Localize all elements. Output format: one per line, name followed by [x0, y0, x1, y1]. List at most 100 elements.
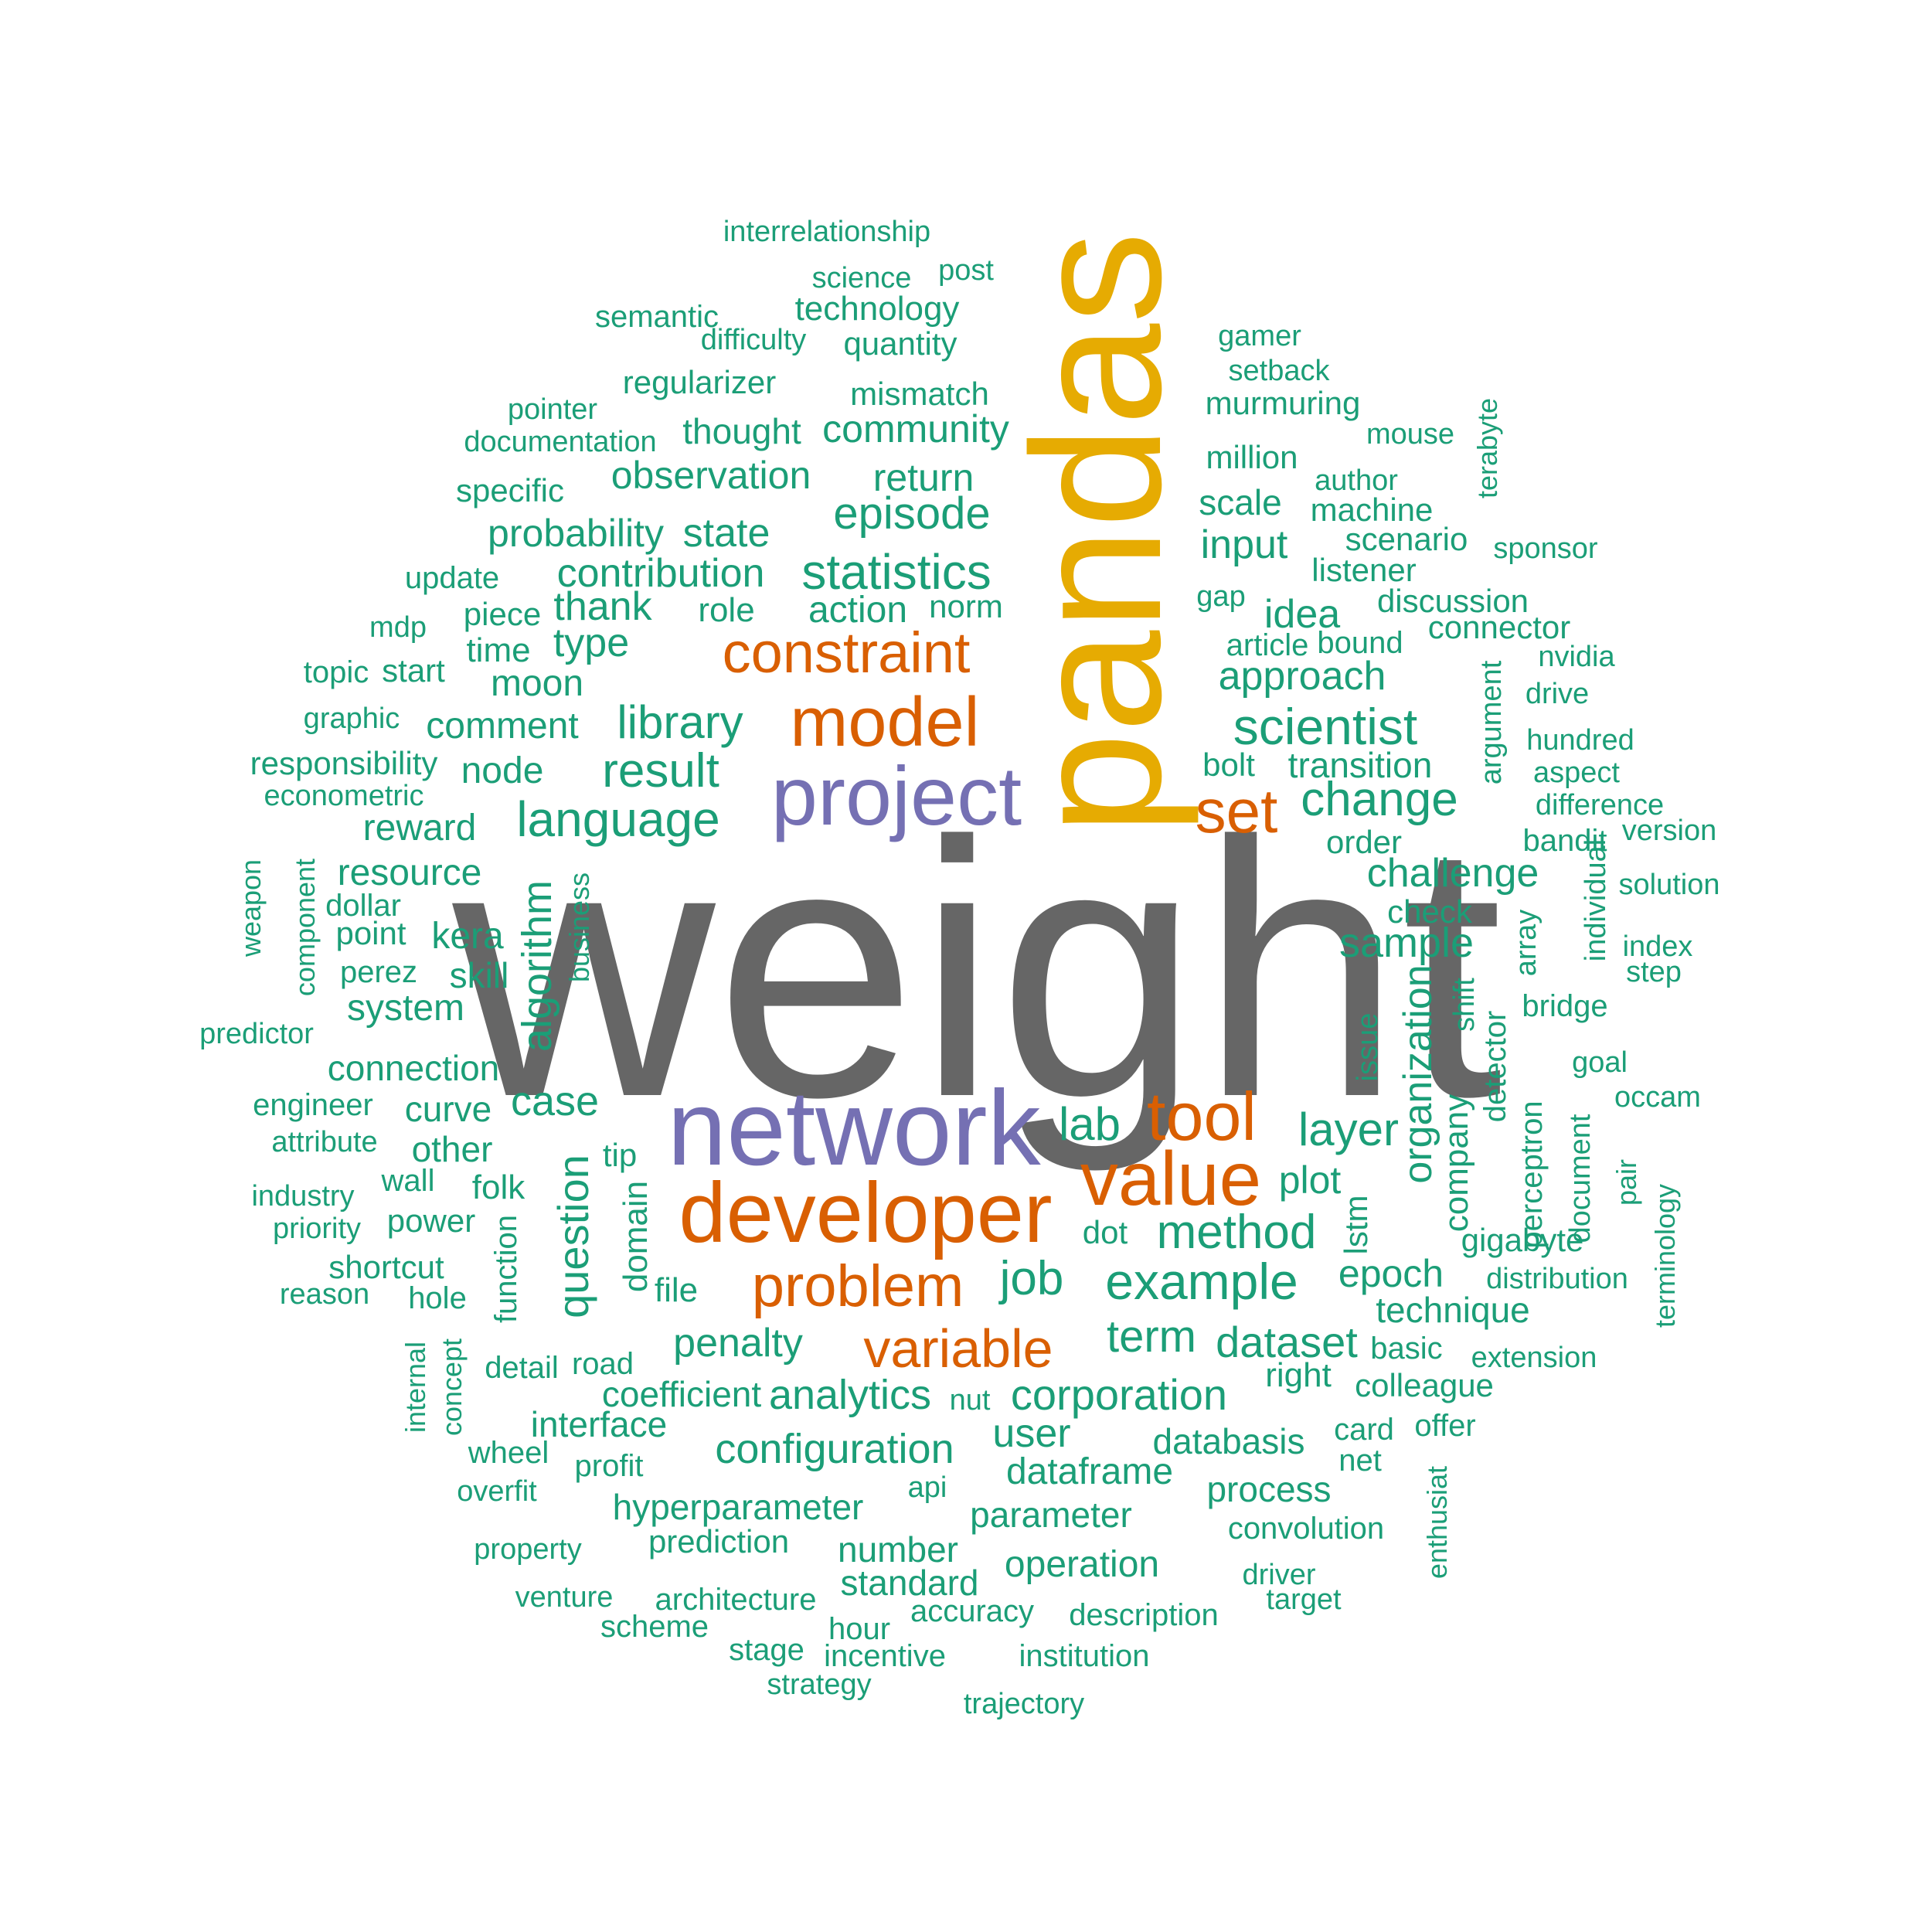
word-right: right	[1265, 1356, 1332, 1394]
word-concept: concept	[436, 1338, 468, 1437]
word-algorithm: algorithm	[514, 879, 560, 1053]
word-sponsor: sponsor	[1493, 532, 1598, 565]
word-priority: priority	[272, 1213, 362, 1245]
word-nvidia: nvidia	[1538, 641, 1615, 673]
word-dollar: dollar	[325, 889, 401, 923]
word-scheme: scheme	[600, 1610, 709, 1644]
word-regularizer: regularizer	[622, 364, 777, 400]
word-library: library	[617, 696, 743, 748]
word-standard: standard	[840, 1563, 979, 1603]
word-point: point	[335, 915, 406, 951]
word-moon: moon	[490, 663, 584, 704]
word-topic: topic	[303, 655, 369, 689]
word-bandit: bandit	[1522, 824, 1607, 858]
word-variable: variable	[863, 1318, 1053, 1379]
word-extension: extension	[1471, 1342, 1597, 1374]
word-dataset: dataset	[1216, 1318, 1358, 1366]
word-interface: interface	[530, 1404, 668, 1444]
word-listener: listener	[1311, 552, 1417, 588]
word-result: result	[602, 744, 719, 798]
word-terminology: terminology	[1649, 1183, 1681, 1328]
word-question: question	[549, 1155, 597, 1318]
word-lstm: lstm	[1338, 1195, 1374, 1255]
word-return: return	[872, 456, 975, 499]
word-episode: episode	[833, 488, 991, 539]
word-graphic: graphic	[303, 702, 400, 735]
word-colleague: colleague	[1355, 1367, 1494, 1403]
word-thank: thank	[553, 584, 652, 629]
word-description: description	[1069, 1598, 1219, 1632]
word-probability: probability	[488, 512, 664, 555]
word-engineer: engineer	[253, 1088, 373, 1122]
word-set: set	[1195, 777, 1278, 845]
word-technique: technique	[1376, 1290, 1530, 1330]
word-observation: observation	[611, 454, 811, 497]
word-comment: comment	[426, 706, 579, 747]
word-connector: connector	[1427, 609, 1571, 645]
word-internal: internal	[400, 1341, 431, 1434]
word-api: api	[907, 1471, 947, 1504]
word-documentation: documentation	[464, 426, 657, 458]
word-net: net	[1338, 1444, 1382, 1478]
word-update: update	[404, 561, 500, 595]
word-company: company	[1437, 1094, 1475, 1233]
word-community: community	[822, 407, 1009, 451]
word-developer: developer	[679, 1165, 1053, 1260]
word-sample: sample	[1338, 920, 1475, 966]
word-specific: specific	[455, 472, 565, 509]
word-prediction: prediction	[648, 1523, 790, 1560]
word-stage: stage	[729, 1633, 804, 1667]
word-file: file	[654, 1271, 699, 1309]
word-operation: operation	[1004, 1544, 1160, 1585]
word-incentive: incentive	[824, 1639, 946, 1673]
word-post: post	[938, 254, 994, 287]
word-detector: detector	[1478, 1010, 1512, 1123]
word-role: role	[698, 591, 755, 629]
word-index: index	[1622, 930, 1693, 963]
word-business: business	[563, 872, 595, 983]
word-property: property	[474, 1533, 582, 1566]
word-node: node	[461, 750, 544, 791]
word-bolt: bolt	[1202, 747, 1255, 783]
word-example: example	[1105, 1253, 1298, 1310]
word-dot: dot	[1082, 1214, 1128, 1250]
word-target: target	[1266, 1583, 1342, 1616]
word-pair: pair	[1611, 1158, 1642, 1206]
word-organization: organization	[1396, 964, 1440, 1184]
word-semantic: semantic	[594, 300, 719, 334]
word-coefficient: coefficient	[601, 1374, 762, 1414]
word-technology: technology	[794, 290, 960, 328]
word-hole: hole	[408, 1281, 467, 1315]
word-solution: solution	[1618, 869, 1720, 901]
word-domain: domain	[617, 1180, 655, 1293]
word-change: change	[1301, 773, 1458, 826]
word-state: state	[682, 511, 770, 556]
word-issue: issue	[1352, 1012, 1384, 1082]
word-gap: gap	[1196, 580, 1246, 613]
word-project: project	[770, 749, 1022, 842]
word-interrelationship: interrelationship	[723, 216, 931, 248]
word-tip: tip	[602, 1137, 638, 1173]
word-card: card	[1334, 1413, 1394, 1447]
word-scale: scale	[1199, 482, 1282, 522]
word-power: power	[386, 1202, 476, 1239]
word-enthusiat: enthusiat	[1421, 1465, 1453, 1580]
word-reason: reason	[279, 1278, 370, 1311]
word-shortcut: shortcut	[328, 1249, 444, 1285]
word-accuracy: accuracy	[910, 1594, 1035, 1628]
word-detail: detail	[485, 1351, 559, 1385]
word-other: other	[411, 1129, 493, 1169]
word-drive: drive	[1525, 678, 1590, 710]
word-scientist: scientist	[1233, 698, 1418, 755]
word-individual: individual	[1580, 838, 1612, 962]
word-econometric: econometric	[264, 780, 424, 812]
word-dataframe: dataframe	[1005, 1451, 1174, 1492]
word-pandas: pandas	[995, 231, 1199, 835]
word-mouse: mouse	[1366, 418, 1455, 451]
word-hour: hour	[828, 1612, 891, 1646]
word-process: process	[1206, 1469, 1332, 1509]
word-predictor: predictor	[199, 1018, 314, 1050]
word-distribution: distribution	[1486, 1263, 1628, 1295]
word-skill: skill	[449, 955, 509, 995]
